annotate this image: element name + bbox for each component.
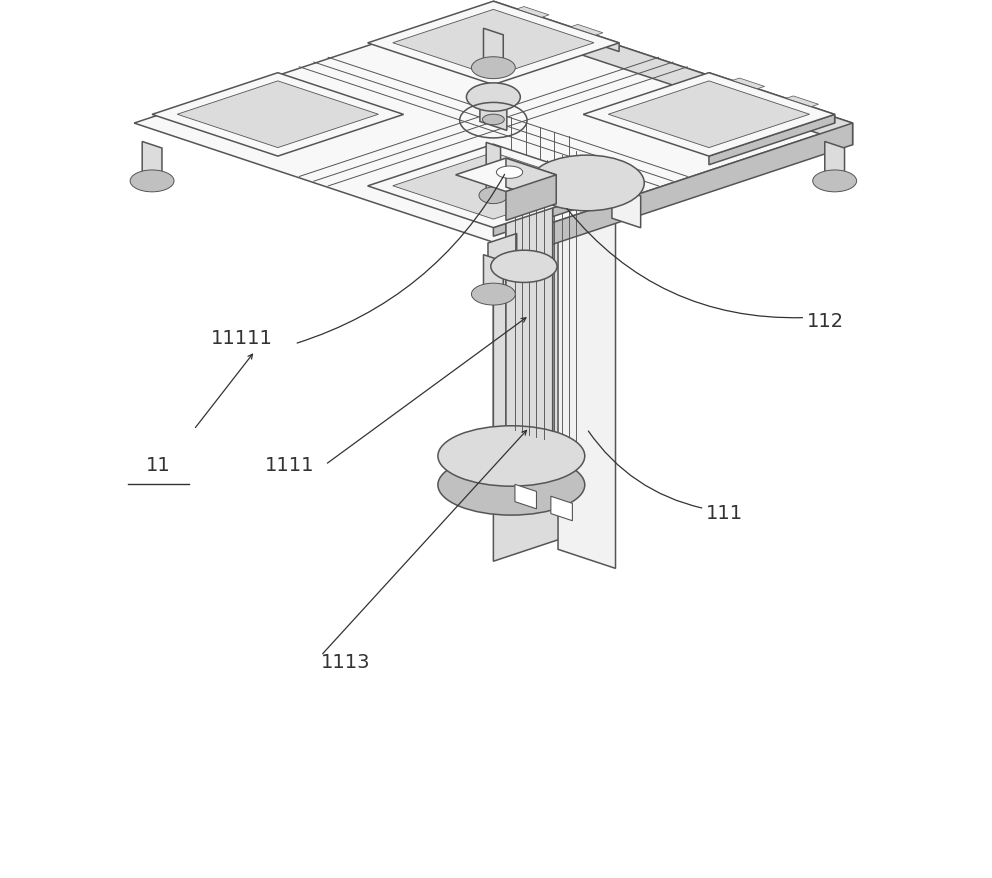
Polygon shape	[493, 146, 594, 562]
Polygon shape	[732, 79, 765, 90]
FancyArrowPatch shape	[195, 355, 253, 428]
Text: 1113: 1113	[320, 652, 370, 672]
Ellipse shape	[437, 427, 584, 486]
Polygon shape	[709, 74, 834, 124]
FancyArrowPatch shape	[588, 432, 701, 508]
FancyArrowPatch shape	[298, 175, 505, 343]
Polygon shape	[506, 159, 557, 205]
Polygon shape	[506, 189, 553, 443]
Ellipse shape	[812, 170, 857, 192]
Text: 112: 112	[807, 312, 844, 330]
Polygon shape	[393, 11, 594, 77]
Polygon shape	[488, 234, 517, 270]
Ellipse shape	[482, 115, 504, 126]
Polygon shape	[506, 205, 553, 458]
Polygon shape	[570, 25, 603, 36]
Ellipse shape	[471, 284, 515, 306]
Polygon shape	[709, 115, 834, 166]
FancyArrowPatch shape	[322, 431, 527, 654]
FancyArrowPatch shape	[327, 319, 526, 464]
Text: 11111: 11111	[211, 329, 273, 348]
Polygon shape	[483, 29, 503, 72]
Polygon shape	[493, 187, 619, 237]
Polygon shape	[608, 82, 809, 148]
Text: 11: 11	[146, 456, 171, 475]
Ellipse shape	[479, 188, 508, 205]
Polygon shape	[178, 82, 378, 148]
Ellipse shape	[491, 251, 558, 283]
Polygon shape	[493, 124, 852, 264]
Polygon shape	[134, 5, 852, 243]
Ellipse shape	[437, 455, 584, 515]
Polygon shape	[551, 497, 572, 522]
Polygon shape	[493, 112, 594, 529]
Polygon shape	[493, 5, 852, 146]
Ellipse shape	[530, 156, 644, 212]
Text: 111: 111	[706, 504, 743, 523]
Polygon shape	[510, 263, 539, 510]
Polygon shape	[368, 2, 619, 85]
Ellipse shape	[496, 167, 523, 179]
Ellipse shape	[466, 83, 521, 112]
Polygon shape	[558, 174, 615, 569]
Ellipse shape	[471, 58, 515, 80]
Polygon shape	[506, 176, 557, 221]
Polygon shape	[483, 255, 503, 298]
FancyArrowPatch shape	[567, 210, 803, 319]
Polygon shape	[368, 145, 619, 228]
Polygon shape	[517, 8, 549, 18]
Polygon shape	[583, 74, 834, 157]
Polygon shape	[479, 446, 544, 496]
Polygon shape	[142, 142, 162, 185]
Text: 1111: 1111	[265, 456, 314, 475]
Polygon shape	[455, 159, 557, 192]
Polygon shape	[515, 485, 537, 509]
Polygon shape	[152, 74, 404, 157]
Polygon shape	[787, 97, 818, 107]
Polygon shape	[824, 142, 844, 185]
Polygon shape	[493, 2, 619, 53]
Ellipse shape	[130, 170, 174, 192]
Polygon shape	[480, 93, 507, 132]
Polygon shape	[486, 143, 501, 198]
Polygon shape	[612, 187, 641, 228]
Polygon shape	[393, 153, 594, 220]
